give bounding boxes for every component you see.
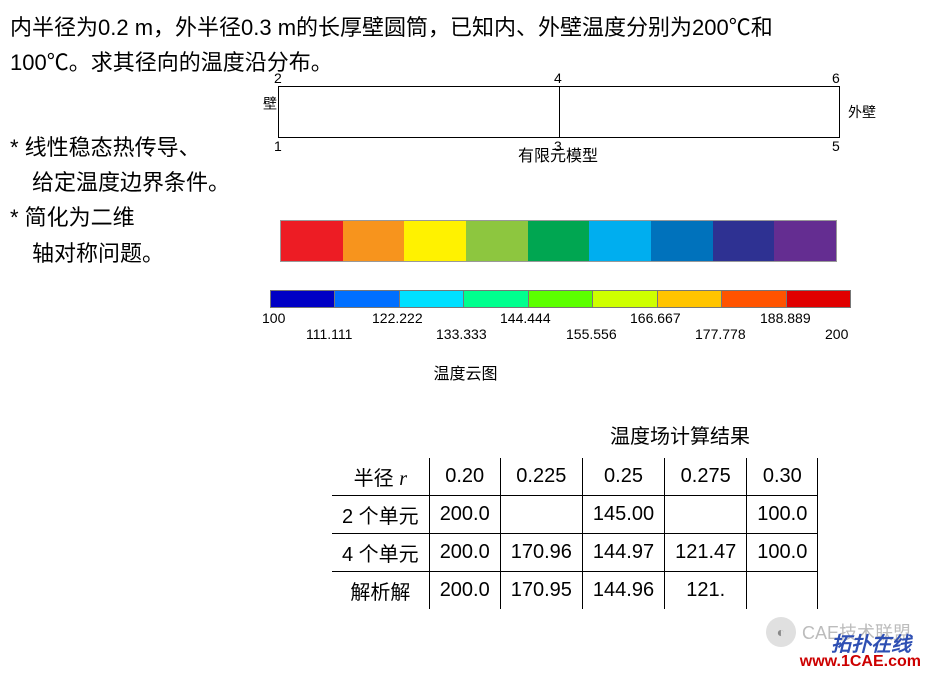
contour-colors <box>280 220 837 262</box>
row2-c3: 144.97 <box>582 534 664 572</box>
header-c3: 0.25 <box>582 458 664 496</box>
scale-1: 111.111 <box>306 326 352 342</box>
scale-6: 166.667 <box>630 310 681 326</box>
contour-scale: 100 111.111 122.222 133.333 144.444 155.… <box>270 290 850 344</box>
scale-color-swatch <box>786 290 851 308</box>
scale-color-swatch <box>399 290 464 308</box>
row1-c3: 145.00 <box>582 496 664 534</box>
header-c5: 0.30 <box>747 458 818 496</box>
scale-color-swatch <box>463 290 528 308</box>
scale-color-swatch <box>721 290 786 308</box>
scale-bars <box>270 290 850 308</box>
node-6: 6 <box>832 70 840 86</box>
row1-c5: 100.0 <box>747 496 818 534</box>
row2-c4: 121.47 <box>665 534 747 572</box>
header-c2: 0.225 <box>500 458 582 496</box>
scale-color-swatch <box>657 290 722 308</box>
table-row-analytic: 解析解 200.0 170.95 144.96 121. <box>332 572 818 610</box>
contour-color-swatch <box>343 221 405 261</box>
scale-color-swatch <box>592 290 657 308</box>
note-line3: * 简化为二维 <box>10 205 135 230</box>
fe-rect <box>278 86 840 138</box>
row2-label: 4 个单元 <box>332 534 429 572</box>
header-c4: 0.275 <box>665 458 747 496</box>
scale-9: 200 <box>825 326 848 342</box>
fe-model-diagram: 2 4 6 壁 外壁 1 3 5 有限元模型 <box>278 86 840 166</box>
header-radius: 半径 r <box>332 458 429 496</box>
scale-labels: 100 111.111 122.222 133.333 144.444 155.… <box>270 308 850 344</box>
row2-c1: 200.0 <box>429 534 500 572</box>
header-c1: 0.20 <box>429 458 500 496</box>
node-5: 5 <box>832 138 840 154</box>
scale-2: 122.222 <box>372 310 423 326</box>
row1-c1: 200.0 <box>429 496 500 534</box>
contour-caption: 温度云图 <box>0 360 931 384</box>
node-4: 4 <box>554 70 562 86</box>
notes-block: * 线性稳态热传导、 给定温度边界条件。 * 简化为二维 轴对称问题。 <box>10 130 230 271</box>
contour-color-swatch <box>713 221 775 261</box>
inner-wall-label: 壁 <box>260 96 280 110</box>
scale-7: 177.778 <box>695 326 746 342</box>
table-caption: 温度场计算结果 <box>470 420 890 449</box>
contour-color-swatch <box>651 221 713 261</box>
row3-c2: 170.95 <box>500 572 582 610</box>
results-table: 半径 r 0.20 0.225 0.25 0.275 0.30 2 个单元 20… <box>332 458 818 609</box>
table-row-2elem: 2 个单元 200.0 145.00 100.0 <box>332 496 818 534</box>
node-3: 3 <box>554 138 562 154</box>
contour-color-swatch <box>589 221 651 261</box>
row3-c4: 121. <box>665 572 747 610</box>
fe-midline <box>559 87 560 137</box>
contour-color-swatch <box>404 221 466 261</box>
contour-color-swatch <box>466 221 528 261</box>
table-row-4elem: 4 个单元 200.0 170.96 144.97 121.47 100.0 <box>332 534 818 572</box>
scale-color-swatch <box>528 290 593 308</box>
row3-c3: 144.96 <box>582 572 664 610</box>
note-line1: * 线性稳态热传导、 <box>10 135 201 160</box>
scale-color-swatch <box>270 290 335 308</box>
row3-c1: 200.0 <box>429 572 500 610</box>
scale-4: 144.444 <box>500 310 551 326</box>
contour-bar-upper <box>280 220 837 262</box>
note-line4: 轴对称问题。 <box>10 241 164 266</box>
contour-color-swatch <box>281 221 343 261</box>
node-1: 1 <box>274 138 282 154</box>
row2-c5: 100.0 <box>747 534 818 572</box>
scale-5: 155.556 <box>566 326 617 342</box>
scale-3: 133.333 <box>436 326 487 342</box>
row3-label: 解析解 <box>332 572 429 610</box>
note-line2: 给定温度边界条件。 <box>10 170 230 195</box>
problem-line2: 100℃。求其径向的温度沿分布。 <box>10 50 333 75</box>
node-2: 2 <box>274 70 282 86</box>
contour-color-swatch <box>528 221 590 261</box>
outer-wall-label: 外壁 <box>848 102 876 122</box>
row1-c4 <box>665 496 747 534</box>
scale-8: 188.889 <box>760 310 811 326</box>
problem-statement: 内半径为0.2 m，外半径0.3 m的长厚壁圆筒，已知内、外壁温度分别为200℃… <box>10 10 921 80</box>
table-row-header: 半径 r 0.20 0.225 0.25 0.275 0.30 <box>332 458 818 496</box>
scale-0: 100 <box>262 310 285 326</box>
wechat-icon: ◐ <box>766 617 796 647</box>
row2-c2: 170.96 <box>500 534 582 572</box>
watermark-site: www.1CAE.com <box>800 653 921 671</box>
scale-color-swatch <box>334 290 399 308</box>
row1-c2 <box>500 496 582 534</box>
row1-label: 2 个单元 <box>332 496 429 534</box>
row3-c5 <box>747 572 818 610</box>
problem-line1: 内半径为0.2 m，外半径0.3 m的长厚壁圆筒，已知内、外壁温度分别为200℃… <box>10 15 773 40</box>
contour-color-swatch <box>774 221 836 261</box>
